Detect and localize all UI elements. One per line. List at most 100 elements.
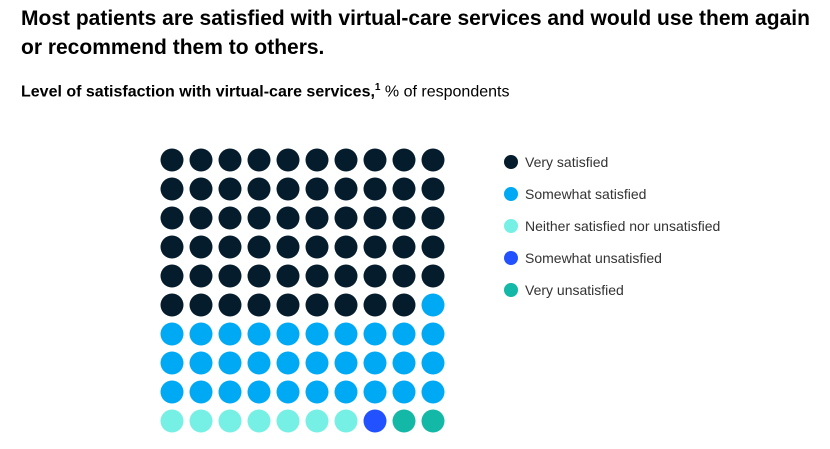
waffle-dot-very-satisfied bbox=[247, 148, 271, 172]
waffle-dot-very-satisfied bbox=[334, 148, 358, 172]
legend-swatch bbox=[504, 251, 518, 265]
legend-item: Very satisfied bbox=[504, 146, 720, 178]
waffle-dot-very-satisfied bbox=[247, 235, 271, 259]
waffle-dot-very-satisfied bbox=[334, 177, 358, 201]
waffle-dot-somewhat-satisfied bbox=[160, 380, 184, 404]
waffle-dot-neither-satisfied-nor-unsatisfied bbox=[218, 409, 242, 433]
waffle-dot-very-satisfied bbox=[392, 264, 416, 288]
subtitle-bold: Level of satisfaction with virtual-care … bbox=[21, 83, 375, 101]
waffle-dot-very-satisfied bbox=[160, 206, 184, 230]
waffle-dot-somewhat-satisfied bbox=[363, 351, 387, 375]
waffle-dot-very-satisfied bbox=[334, 264, 358, 288]
legend-swatch bbox=[504, 187, 518, 201]
waffle-dot-very-satisfied bbox=[421, 235, 445, 259]
waffle-dot-very-satisfied bbox=[276, 264, 300, 288]
waffle-dot-very-satisfied bbox=[276, 177, 300, 201]
waffle-dot-very-satisfied bbox=[363, 235, 387, 259]
waffle-dot-very-satisfied bbox=[421, 148, 445, 172]
waffle-dot-very-unsatisfied bbox=[392, 409, 416, 433]
waffle-dot-very-satisfied bbox=[189, 177, 213, 201]
waffle-dot-somewhat-satisfied bbox=[247, 351, 271, 375]
waffle-dot-very-satisfied bbox=[392, 148, 416, 172]
waffle-dot-very-satisfied bbox=[189, 293, 213, 317]
waffle-dot-very-satisfied bbox=[218, 235, 242, 259]
legend-item: Neither satisfied nor unsatisfied bbox=[504, 210, 720, 242]
legend-label: Somewhat unsatisfied bbox=[525, 250, 662, 266]
waffle-dot-somewhat-satisfied bbox=[421, 351, 445, 375]
waffle-dot-very-satisfied bbox=[276, 206, 300, 230]
waffle-dot-somewhat-satisfied bbox=[392, 322, 416, 346]
waffle-dot-very-satisfied bbox=[160, 293, 184, 317]
waffle-dot-somewhat-satisfied bbox=[334, 322, 358, 346]
waffle-dot-very-satisfied bbox=[189, 264, 213, 288]
waffle-dot-somewhat-satisfied bbox=[334, 351, 358, 375]
waffle-dot-very-satisfied bbox=[218, 264, 242, 288]
chart-title: Most patients are satisfied with virtual… bbox=[21, 7, 810, 59]
subtitle-unit: % of respondents bbox=[380, 83, 510, 101]
waffle-dot-somewhat-satisfied bbox=[160, 322, 184, 346]
waffle-dot-very-satisfied bbox=[276, 235, 300, 259]
waffle-dot-neither-satisfied-nor-unsatisfied bbox=[160, 409, 184, 433]
waffle-dot-very-satisfied bbox=[363, 264, 387, 288]
waffle-dot-somewhat-satisfied bbox=[218, 351, 242, 375]
chart-subtitle: Level of satisfaction with virtual-care … bbox=[21, 82, 509, 101]
waffle-dot-neither-satisfied-nor-unsatisfied bbox=[305, 409, 329, 433]
waffle-dot-somewhat-satisfied bbox=[218, 380, 242, 404]
waffle-dot-very-satisfied bbox=[392, 293, 416, 317]
waffle-dot-very-satisfied bbox=[160, 264, 184, 288]
waffle-dot-very-satisfied bbox=[392, 206, 416, 230]
legend-swatch bbox=[504, 219, 518, 233]
waffle-dot-neither-satisfied-nor-unsatisfied bbox=[334, 409, 358, 433]
waffle-dot-very-satisfied bbox=[363, 148, 387, 172]
waffle-dot-somewhat-satisfied bbox=[421, 293, 445, 317]
legend-item: Very unsatisfied bbox=[504, 274, 720, 306]
waffle-dot-very-satisfied bbox=[305, 177, 329, 201]
waffle-dot-very-satisfied bbox=[276, 293, 300, 317]
waffle-dot-somewhat-satisfied bbox=[276, 351, 300, 375]
waffle-dot-somewhat-satisfied bbox=[189, 351, 213, 375]
waffle-dot-very-satisfied bbox=[189, 235, 213, 259]
waffle-dot-very-satisfied bbox=[305, 235, 329, 259]
waffle-dot-very-satisfied bbox=[421, 264, 445, 288]
waffle-dot-very-satisfied bbox=[160, 177, 184, 201]
waffle-dot-somewhat-satisfied bbox=[305, 322, 329, 346]
legend-label: Very unsatisfied bbox=[525, 282, 624, 298]
legend-item: Somewhat satisfied bbox=[504, 178, 720, 210]
waffle-dot-very-satisfied bbox=[305, 206, 329, 230]
footnote-marker: 1 bbox=[374, 82, 381, 93]
waffle-dot-very-satisfied bbox=[218, 177, 242, 201]
waffle-dot-very-satisfied bbox=[363, 177, 387, 201]
legend-label: Very satisfied bbox=[525, 154, 609, 170]
waffle-dot-neither-satisfied-nor-unsatisfied bbox=[276, 409, 300, 433]
waffle-dot-somewhat-satisfied bbox=[392, 380, 416, 404]
waffle-dot-very-satisfied bbox=[247, 206, 271, 230]
waffle-dot-somewhat-satisfied bbox=[247, 380, 271, 404]
legend-swatch bbox=[504, 283, 518, 297]
waffle-dot-very-satisfied bbox=[363, 293, 387, 317]
waffle-dot-very-satisfied bbox=[160, 235, 184, 259]
waffle-dot-somewhat-satisfied bbox=[363, 322, 387, 346]
legend-swatch bbox=[504, 155, 518, 169]
legend-label: Neither satisfied nor unsatisfied bbox=[525, 218, 721, 234]
waffle-dot-neither-satisfied-nor-unsatisfied bbox=[247, 409, 271, 433]
waffle-dot-very-satisfied bbox=[305, 293, 329, 317]
waffle-dot-very-satisfied bbox=[189, 148, 213, 172]
waffle-dot-somewhat-unsatisfied bbox=[363, 409, 387, 433]
waffle-dot-very-satisfied bbox=[334, 206, 358, 230]
waffle-dot-very-satisfied bbox=[421, 206, 445, 230]
waffle-dot-somewhat-satisfied bbox=[189, 380, 213, 404]
waffle-dot-somewhat-satisfied bbox=[189, 322, 213, 346]
waffle-dot-very-satisfied bbox=[421, 177, 445, 201]
waffle-dot-very-satisfied bbox=[218, 148, 242, 172]
waffle-dot-very-satisfied bbox=[276, 148, 300, 172]
waffle-dot-very-satisfied bbox=[160, 148, 184, 172]
legend: Very satisfied Somewhat satisfied Neither … bbox=[504, 146, 720, 306]
waffle-dot-very-satisfied bbox=[247, 293, 271, 317]
waffle-dot-very-satisfied bbox=[334, 293, 358, 317]
waffle-dot-very-satisfied bbox=[305, 264, 329, 288]
waffle-dot-somewhat-satisfied bbox=[305, 380, 329, 404]
legend-label: Somewhat satisfied bbox=[525, 186, 647, 202]
waffle-dot-very-satisfied bbox=[305, 148, 329, 172]
waffle-dot-somewhat-satisfied bbox=[276, 380, 300, 404]
